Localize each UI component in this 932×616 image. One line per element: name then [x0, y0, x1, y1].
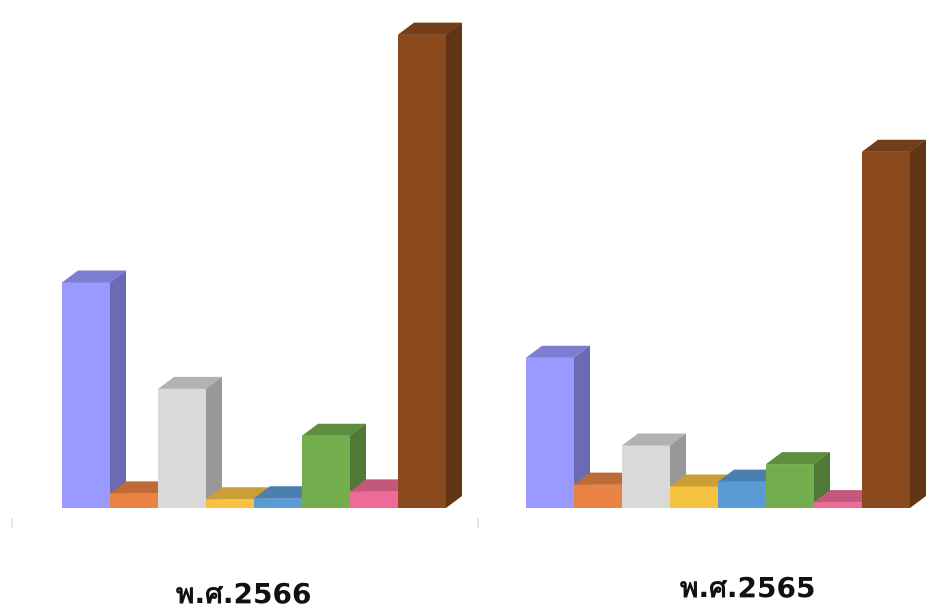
bar-top	[158, 376, 222, 389]
bar-front	[622, 445, 670, 508]
bar-side	[206, 376, 222, 508]
bar-front	[526, 357, 574, 508]
bar-1-7	[862, 139, 926, 508]
bar-top	[622, 433, 686, 446]
bar-front	[766, 464, 814, 508]
bar-group-0	[62, 22, 462, 508]
bar-side	[446, 22, 462, 508]
bar-1-0	[526, 345, 590, 508]
bar-front	[862, 151, 910, 508]
bar-front	[206, 499, 254, 508]
bar-front	[302, 435, 350, 508]
group-label-2565: พ.ศ.2565	[680, 571, 816, 604]
bar-side	[574, 345, 590, 508]
bar-top	[206, 487, 270, 500]
bar-side	[910, 139, 926, 508]
bar-front	[350, 491, 398, 508]
bar-front	[814, 502, 862, 508]
bar-top	[526, 345, 590, 358]
bar-front	[158, 388, 206, 508]
bar-group-1	[526, 139, 926, 508]
bar-1-5	[766, 452, 830, 508]
bar-front	[110, 493, 158, 508]
bar-front	[574, 484, 622, 508]
group-label-2566: พ.ศ.2566	[176, 577, 312, 610]
bar-front	[398, 34, 446, 508]
bar-top	[62, 270, 126, 283]
bar-0-2	[158, 376, 222, 508]
bar-0-5	[302, 423, 366, 508]
bar-top	[398, 22, 462, 35]
bar-top	[862, 139, 926, 152]
bar-0-7	[398, 22, 462, 508]
bar-side	[110, 270, 126, 508]
bar-0-0	[62, 270, 126, 508]
bar-top	[302, 423, 366, 436]
bar-front	[718, 481, 766, 508]
bar-front	[254, 498, 302, 508]
bar-front	[62, 282, 110, 508]
bar-top	[766, 452, 830, 465]
bar-front	[670, 486, 718, 508]
